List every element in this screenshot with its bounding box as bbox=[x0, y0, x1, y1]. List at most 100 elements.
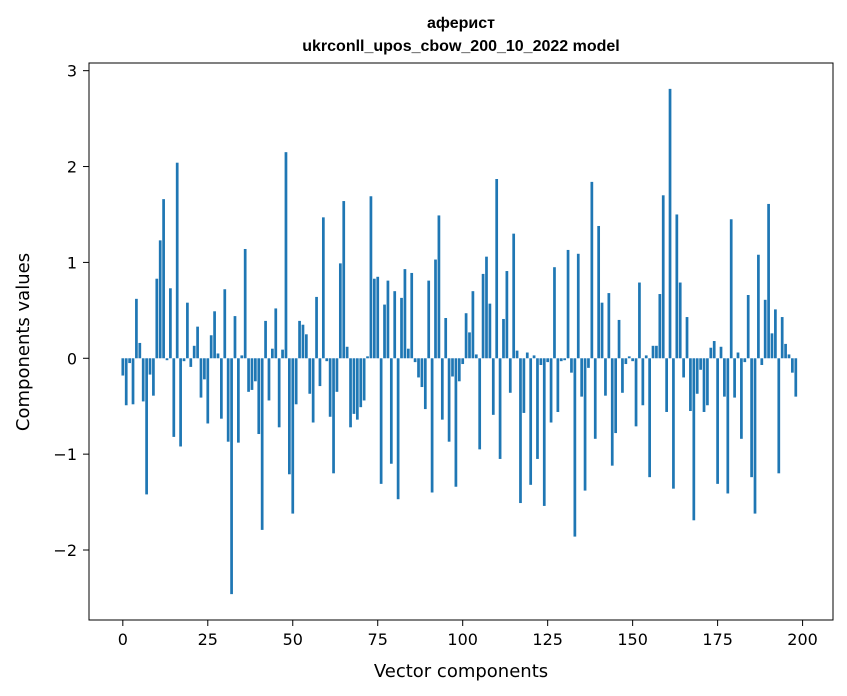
bars-group bbox=[121, 88, 798, 595]
chart-title-line1: аферист bbox=[427, 15, 495, 32]
bar-36 bbox=[243, 248, 247, 359]
bar-111 bbox=[498, 358, 502, 459]
bar-178 bbox=[726, 358, 730, 494]
bar-140 bbox=[597, 225, 601, 359]
bar-158 bbox=[658, 294, 662, 359]
bar-20 bbox=[189, 358, 193, 367]
x-tick-label-200: 200 bbox=[787, 630, 818, 649]
bar-144 bbox=[610, 358, 614, 466]
bar-174 bbox=[712, 341, 716, 359]
bar-65 bbox=[342, 201, 346, 359]
bar-10 bbox=[155, 278, 159, 359]
y-tick-label-1: 1 bbox=[67, 253, 77, 272]
bar-185 bbox=[750, 358, 753, 478]
bar-2 bbox=[128, 358, 131, 364]
bar-73 bbox=[369, 196, 373, 359]
bar-193 bbox=[777, 358, 781, 474]
bar-38 bbox=[250, 358, 254, 390]
bar-154 bbox=[644, 355, 648, 359]
bar-9 bbox=[152, 358, 155, 396]
bar-189 bbox=[763, 299, 767, 359]
bar-94 bbox=[440, 358, 444, 420]
bar-52 bbox=[298, 320, 301, 359]
bar-109 bbox=[491, 358, 495, 415]
plot-frame bbox=[88, 62, 834, 621]
bar-83 bbox=[403, 269, 407, 359]
bar-107 bbox=[485, 256, 488, 359]
bar-143 bbox=[607, 293, 611, 359]
bar-177 bbox=[723, 358, 726, 397]
bar-63 bbox=[335, 358, 339, 392]
bar-123 bbox=[539, 358, 543, 365]
bar-92 bbox=[434, 259, 437, 359]
bar-77 bbox=[383, 304, 386, 359]
bar-149 bbox=[627, 356, 631, 359]
bar-100 bbox=[461, 358, 465, 365]
bar-79 bbox=[389, 358, 393, 464]
bar-76 bbox=[379, 358, 383, 484]
bar-47 bbox=[281, 349, 284, 359]
bar-42 bbox=[264, 320, 267, 359]
bar-34 bbox=[237, 358, 240, 443]
bar-81 bbox=[396, 358, 400, 500]
bar-116 bbox=[515, 350, 519, 359]
bar-136 bbox=[583, 358, 587, 491]
bar-145 bbox=[614, 358, 618, 434]
bar-24 bbox=[203, 358, 206, 380]
bar-152 bbox=[638, 282, 641, 359]
bar-1 bbox=[124, 358, 128, 406]
bar-37 bbox=[247, 358, 250, 392]
bar-151 bbox=[634, 358, 638, 427]
bar-33 bbox=[233, 316, 237, 359]
bar-8 bbox=[148, 358, 152, 375]
bar-129 bbox=[559, 358, 563, 362]
bar-55 bbox=[308, 358, 312, 394]
bar-103 bbox=[471, 291, 475, 359]
chart-title-line2: ukrconll_upos_cbow_200_10_2022 model bbox=[302, 38, 619, 55]
bar-192 bbox=[774, 309, 777, 359]
bar-135 bbox=[580, 358, 584, 397]
bar-132 bbox=[570, 358, 573, 373]
bar-54 bbox=[304, 334, 308, 359]
bar-46 bbox=[277, 358, 281, 428]
bar-188 bbox=[760, 358, 764, 365]
bar-28 bbox=[216, 353, 220, 359]
bar-14 bbox=[169, 288, 172, 359]
bar-89 bbox=[423, 358, 427, 410]
bar-44 bbox=[271, 348, 274, 359]
bar-134 bbox=[576, 253, 580, 359]
bar-175 bbox=[716, 358, 719, 484]
bar-0 bbox=[121, 358, 125, 376]
bar-16 bbox=[175, 162, 179, 359]
y-tick-label-3: 3 bbox=[67, 62, 77, 81]
bar-186 bbox=[753, 358, 757, 514]
bar-17 bbox=[179, 358, 182, 447]
bar-159 bbox=[661, 195, 665, 359]
bar-25 bbox=[206, 358, 210, 424]
bar-39 bbox=[254, 358, 257, 382]
bar-195 bbox=[784, 343, 787, 359]
bar-127 bbox=[553, 267, 556, 359]
bar-26 bbox=[209, 335, 213, 359]
bar-166 bbox=[685, 317, 689, 359]
bar-115 bbox=[512, 233, 516, 359]
bar-197 bbox=[791, 358, 794, 373]
bar-121 bbox=[532, 355, 536, 359]
bar-40 bbox=[257, 358, 261, 435]
bar-153 bbox=[641, 358, 645, 406]
bar-120 bbox=[529, 358, 533, 485]
bar-19 bbox=[186, 302, 189, 359]
bar-21 bbox=[192, 345, 196, 359]
bar-91 bbox=[430, 358, 434, 493]
bar-181 bbox=[736, 352, 740, 359]
y-tick-label--1: −1 bbox=[53, 445, 77, 464]
x-tick-label-25: 25 bbox=[198, 630, 218, 649]
bar-187 bbox=[757, 254, 760, 359]
bar-105 bbox=[478, 358, 482, 450]
bar-51 bbox=[294, 358, 298, 405]
bar-31 bbox=[226, 358, 230, 442]
x-tick-label-175: 175 bbox=[702, 630, 733, 649]
bar-128 bbox=[556, 358, 560, 412]
bar-6 bbox=[141, 358, 145, 402]
